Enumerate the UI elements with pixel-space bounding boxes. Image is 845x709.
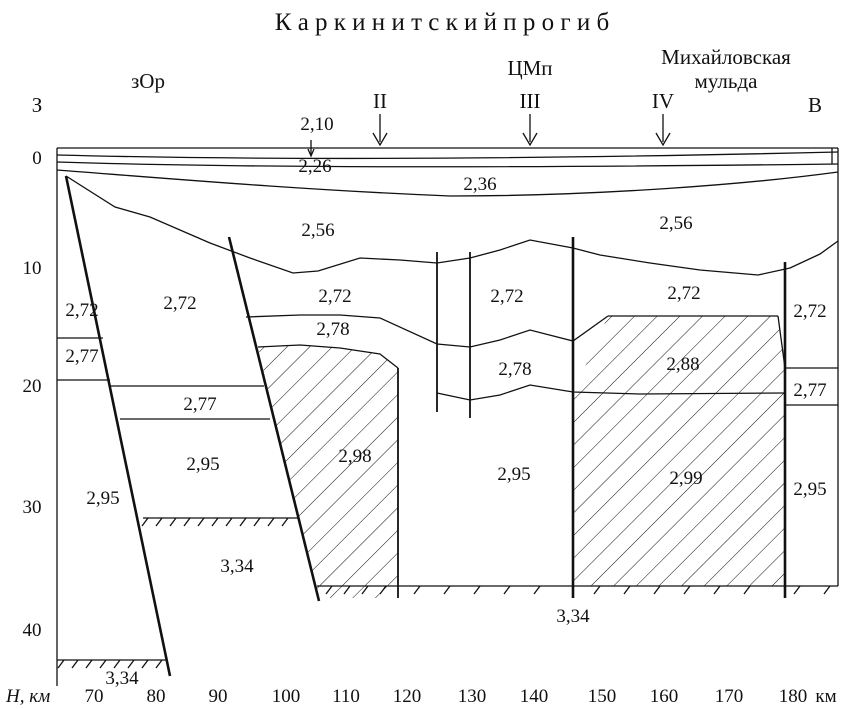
diagram-title: К а р к и н и т с к и й п р о г и б <box>275 9 609 36</box>
density-2-56-left: 2,56 <box>301 220 334 241</box>
density-2-72-center: 2,72 <box>318 286 351 307</box>
density-2-72-mikh: 2,72 <box>667 283 700 304</box>
label-profile-ii: II <box>373 89 387 113</box>
label-zor: зОр <box>131 69 165 93</box>
density-3-34-west: 3,34 <box>105 668 139 689</box>
label-mulda: мульда <box>695 69 759 93</box>
density-2-10: 2,10 <box>300 114 333 135</box>
label-mikhailovskaya: Михайловская <box>661 45 791 69</box>
density-2-72-tsmp: 2,72 <box>490 286 523 307</box>
fault-lines <box>64 175 787 677</box>
label-west: З <box>32 93 43 117</box>
boundary-hatch-marks <box>57 517 831 669</box>
profile-arrows <box>307 114 671 158</box>
density-2-88: 2,88 <box>666 354 699 375</box>
left-block-boundaries <box>57 337 838 661</box>
x-tick-150: 150 <box>588 686 617 707</box>
x-axis: H, км 70 80 90 100 110 120 130 140 150 1… <box>5 686 837 707</box>
density-2-72-west: 2,72 <box>65 300 98 321</box>
x-tick-160: 160 <box>650 686 679 707</box>
density-2-26: 2,26 <box>298 156 331 177</box>
density-2-77-east: 2,77 <box>793 380 826 401</box>
x-tick-170: 170 <box>715 686 744 707</box>
density-2-95-east: 2,95 <box>793 479 826 500</box>
y-axis: 0 10 20 30 40 <box>23 148 42 641</box>
density-2-95-west: 2,95 <box>86 488 119 509</box>
layer-boundaries <box>56 151 839 401</box>
x-tick-140: 140 <box>520 686 549 707</box>
x-axis-unit-h: H, км <box>5 686 50 707</box>
x-tick-90: 90 <box>209 686 228 707</box>
density-2-36: 2,36 <box>463 174 496 195</box>
density-2-72-east: 2,72 <box>793 301 826 322</box>
density-2-72-zor: 2,72 <box>163 293 196 314</box>
label-tsmp: ЦМп <box>507 56 552 80</box>
y-tick-30: 30 <box>23 497 42 518</box>
x-tick-110: 110 <box>332 686 360 707</box>
x-axis-unit-km: км <box>815 686 836 707</box>
x-tick-130: 130 <box>458 686 487 707</box>
density-3-34-center: 3,34 <box>556 606 590 627</box>
y-tick-40: 40 <box>23 620 42 641</box>
density-2-78-left: 2,78 <box>316 319 349 340</box>
density-2-98: 2,98 <box>338 446 371 467</box>
y-tick-10: 10 <box>23 258 42 279</box>
x-tick-80: 80 <box>147 686 166 707</box>
label-east: В <box>808 93 822 117</box>
density-2-95-center: 2,95 <box>497 464 530 485</box>
section-frame <box>56 147 839 686</box>
density-values: 2,10 2,26 2,36 2,56 2,56 2,72 2,72 2,72 … <box>65 114 826 689</box>
x-tick-100: 100 <box>272 686 301 707</box>
density-2-77-zor: 2,77 <box>183 394 216 415</box>
y-tick-20: 20 <box>23 376 42 397</box>
density-2-78-right: 2,78 <box>498 359 531 380</box>
density-2-95-zor: 2,95 <box>186 454 219 475</box>
x-tick-120: 120 <box>393 686 422 707</box>
density-3-34-zor: 3,34 <box>220 556 254 577</box>
hatched-blocks <box>258 316 785 598</box>
density-2-99: 2,99 <box>669 468 702 489</box>
density-2-77-west: 2,77 <box>65 346 98 367</box>
x-tick-180: 180 <box>779 686 808 707</box>
y-tick-0: 0 <box>32 148 42 169</box>
density-2-56-right: 2,56 <box>659 213 692 234</box>
x-tick-70: 70 <box>85 686 104 707</box>
label-profile-iii: III <box>520 89 541 113</box>
label-profile-iv: IV <box>652 89 674 113</box>
